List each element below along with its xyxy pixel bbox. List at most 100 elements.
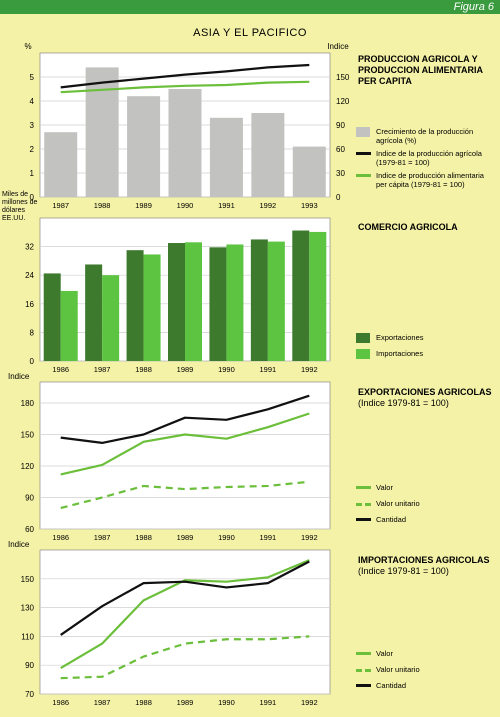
panel-2-x-tick: 1990 [218, 365, 235, 374]
bar-growth [85, 67, 119, 198]
panel-2-x-tick: 1991 [260, 365, 277, 374]
panel-3-x-tick: 1986 [52, 533, 69, 542]
panel-2-y-tick: 8 [30, 328, 35, 337]
bar-growth [251, 113, 285, 197]
prod-title: PRODUCCION AGRICOLA Y PRODUCCION ALIMENT… [358, 54, 483, 86]
panel-4-x-tick: 1989 [177, 698, 194, 707]
panel-4-x-tick: 1992 [301, 698, 318, 707]
imp-title: IMPORTACIONES AGRICOLAS (Indice 1979-81 … [358, 555, 498, 577]
panel-4-y-tick: 90 [25, 661, 34, 670]
bar-imports [267, 241, 285, 361]
legend-label-exports: Exportaciones [376, 333, 424, 342]
panel-1-y-tick: 1 [30, 169, 35, 178]
legend-item-exports: Exportaciones [356, 333, 496, 349]
legend-swatch-black [356, 518, 371, 521]
legend-label-growth: Crecimiento de la producción agrícola (%… [376, 127, 474, 145]
panel-2-x-tick: 1986 [52, 365, 69, 374]
legend-label-exp-unit: Valor unitario [376, 499, 420, 508]
panel-4-x-tick: 1991 [260, 698, 277, 707]
panel-3-x-tick: 1991 [260, 533, 277, 542]
bar-growth [209, 117, 243, 197]
panel-3-y-tick: 60 [25, 525, 34, 534]
bar-imports [102, 275, 120, 361]
series-line-quantity [60, 560, 310, 636]
panel-1-y2-axis-label: Indice [327, 42, 349, 51]
bar-exports [168, 243, 185, 361]
legend-item-imports: Importaciones [356, 349, 496, 359]
bar-exports [126, 250, 144, 361]
legend-swatch-dashed [356, 503, 371, 506]
panel-2-y-axis-label-line: millones de [2, 199, 38, 206]
panel-4-y-tick: 70 [25, 690, 34, 699]
legend-swatch-light-green [356, 349, 370, 359]
bar-imports [226, 244, 244, 361]
legend-label-imp-value: Valor [376, 649, 393, 658]
top-bar [0, 0, 500, 14]
panel-1-x-tick: 1988 [94, 201, 111, 210]
panel-1-y2-tick: 150 [336, 73, 350, 82]
bar-imports [185, 242, 202, 361]
panel-4-x-tick: 1988 [135, 698, 152, 707]
series-line-value [60, 559, 310, 670]
legend-swatch-green [356, 174, 371, 177]
panel-1-y2-tick: 0 [336, 193, 341, 202]
panel-1-x-tick: 1990 [177, 201, 194, 210]
panel-1-x-tick: 1989 [135, 201, 152, 210]
panel-4-x-tick: 1990 [218, 698, 235, 707]
bar-exports [85, 264, 103, 361]
panel-2-y-axis-label-line: Miles de [2, 191, 28, 198]
panel-2-y-axis-label-line: EE.UU. [2, 215, 25, 222]
series-line-unit-value [60, 635, 310, 680]
panel-1-y2-tick: 120 [336, 97, 350, 106]
series-line-food-index [60, 80, 310, 94]
legend-label-imports: Importaciones [376, 349, 424, 358]
panel-1-x-tick: 1987 [52, 201, 69, 210]
panel-3-x-tick: 1987 [94, 533, 111, 542]
panel-3-x-tick: 1990 [218, 533, 235, 542]
panel-2-y-tick: 32 [25, 243, 34, 252]
panel-2-y-tick: 24 [25, 271, 34, 280]
legend-swatch-green [356, 652, 371, 655]
exp-legend: Valor Valor unitario Cantidad [356, 483, 496, 524]
figure-label: Figura 6 [453, 1, 494, 13]
imp-subtitle: (Indice 1979-81 = 100) [358, 566, 449, 576]
legend-item-imp-qty: Cantidad [356, 681, 496, 690]
imp-title-text: IMPORTACIONES AGRICOLAS [358, 555, 490, 565]
bar-growth [168, 89, 202, 197]
imp-legend: Valor Valor unitario Cantidad [356, 649, 496, 690]
legend-label-imp-qty: Cantidad [376, 681, 407, 690]
exp-title: EXPORTACIONES AGRICOLAS (Indice 1979-81 … [358, 387, 498, 409]
bar-growth [127, 96, 161, 197]
panel-1-x-tick: 1991 [218, 201, 235, 210]
bar-growth [44, 132, 78, 197]
panel-1-y-tick: 2 [30, 145, 35, 154]
panel-1-y-axis-label: % [24, 42, 31, 51]
series-line-value [60, 412, 310, 476]
panel-1-y2-tick: 90 [336, 121, 345, 130]
panel-4-y-tick: 110 [21, 632, 34, 641]
series-line-unit-value [60, 480, 310, 510]
panel-2-x-tick: 1992 [301, 365, 318, 374]
panel-4-y-tick: 130 [21, 604, 35, 613]
panel-2-y-axis-label: Miles de millones de dólares EE.UU. [2, 191, 38, 222]
panel-4-background [39, 549, 331, 695]
bar-exports [292, 230, 310, 361]
bar-exports [43, 273, 61, 361]
legend-item-exp-value: Valor [356, 483, 496, 499]
legend-swatch-black [356, 152, 371, 155]
legend-swatch-dashed [356, 669, 371, 672]
legend-item-exp-qty: Cantidad [356, 515, 496, 524]
panel-4-x-tick: 1986 [52, 698, 69, 707]
panel-2-x-tick: 1987 [94, 365, 111, 374]
bar-imports [309, 231, 327, 361]
trade-title: COMERCIO AGRICOLA [358, 222, 458, 232]
trade-legend: Exportaciones Importaciones [356, 333, 496, 359]
panel-3-x-tick: 1989 [177, 533, 194, 542]
panel-4-y-axis-label: Indice [8, 540, 30, 549]
panel-3-background [39, 381, 331, 530]
panel-2-y-tick: 16 [25, 300, 34, 309]
exp-subtitle: (Indice 1979-81 = 100) [358, 398, 449, 408]
panel-3-x-tick: 1992 [301, 533, 318, 542]
panel-3-x-tick: 1988 [135, 533, 152, 542]
